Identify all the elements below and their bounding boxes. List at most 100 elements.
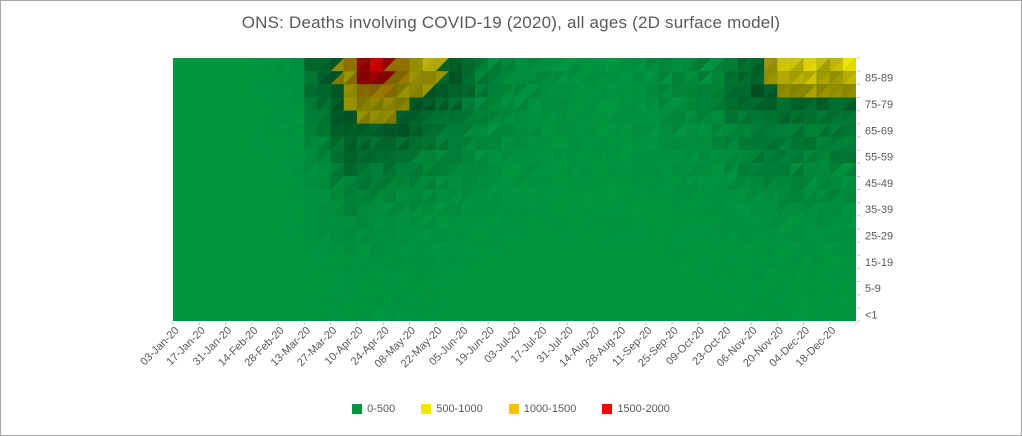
surface-facet [619,97,633,111]
surface-facet [790,163,804,177]
surface-facet [475,189,489,203]
surface-facet [396,202,410,216]
surface-facet [317,189,331,203]
surface-facet [409,242,423,256]
surface-facet [632,176,646,190]
surface-facet [777,163,791,177]
surface-facet [527,136,541,151]
surface-facet [514,229,528,243]
surface-facet [356,97,370,111]
surface-facet [330,163,344,177]
surface-facet [251,123,265,137]
surface-facet [409,202,423,216]
surface-facet [514,176,528,190]
surface-facet [724,123,738,137]
surface-facet [698,202,712,216]
surface-facet [659,97,673,111]
surface-facet [764,110,778,124]
surface-facet [356,255,370,269]
surface-facet [422,242,436,256]
surface-facet [685,123,699,137]
surface-facet [816,123,830,137]
surface-facet [672,163,686,177]
surface-facet [645,150,659,164]
surface-facet [777,123,791,137]
surface-facet [645,163,659,177]
surface-facet [278,71,292,85]
surface-facet [422,268,436,282]
surface-facet [435,268,449,282]
surface-facet [304,84,318,98]
surface-facet [304,307,318,321]
surface-facet [842,202,856,216]
surface-facet [803,123,817,137]
surface-facet [356,215,370,229]
surface-facet [448,281,462,295]
surface-facet [619,136,633,151]
surface-facet [619,71,633,85]
surface-facet [672,255,686,269]
surface-facet [422,110,436,124]
surface-facet [448,58,462,72]
surface-facet [711,176,725,190]
surface-facet [488,71,502,85]
surface-facet [645,123,659,137]
surface-facet [356,84,370,98]
surface-facet [304,150,318,164]
surface-facet [842,189,856,203]
surface-facet [343,84,357,98]
surface-facet [724,281,738,295]
surface-facet [750,281,765,295]
surface-facet [448,215,462,229]
surface-facet [580,202,594,216]
surface-facet [370,58,384,72]
surface-facet [777,110,791,124]
surface-facet [672,150,686,164]
surface-facet [803,202,817,216]
surface-facet [593,176,607,190]
surface-facet [553,150,567,164]
surface-facet [816,163,830,177]
surface-facet [317,110,331,124]
surface-facet [422,136,436,151]
surface-facet [711,150,725,164]
surface-facet [501,123,515,137]
surface-facet [264,110,279,124]
surface-facet [645,215,659,229]
surface-facet [790,307,804,321]
surface-facet [737,176,751,190]
surface-facet [829,163,843,177]
surface-facet [553,189,567,203]
surface-facet [632,163,646,177]
surface-facet [842,294,856,308]
surface-facet [488,202,502,216]
surface-facet [422,84,436,98]
surface-facet [383,58,397,72]
surface-facet [475,242,489,256]
surface-facet [842,189,856,203]
surface-facet [330,281,344,295]
surface-facet [317,202,331,216]
surface-facet [370,97,384,111]
surface-facet [750,189,765,203]
surface-facet [409,84,423,98]
surface-facet [593,150,607,164]
surface-facet [304,202,318,216]
surface-facet [462,189,476,203]
surface-facet [264,123,279,137]
surface-facet [291,110,305,124]
surface-facet [475,215,489,229]
surface-facet [816,229,830,243]
surface-facet [816,136,830,151]
surface-facet [764,97,778,111]
surface-facet [343,97,357,111]
surface-facet [488,110,502,124]
surface-facet [750,136,765,151]
surface-facet [842,281,856,295]
surface-facet [317,268,331,282]
surface-facet [264,71,279,85]
surface-facet [724,150,738,164]
surface-facet [829,71,843,85]
surface-facet [409,189,423,203]
surface-facet [645,215,659,229]
